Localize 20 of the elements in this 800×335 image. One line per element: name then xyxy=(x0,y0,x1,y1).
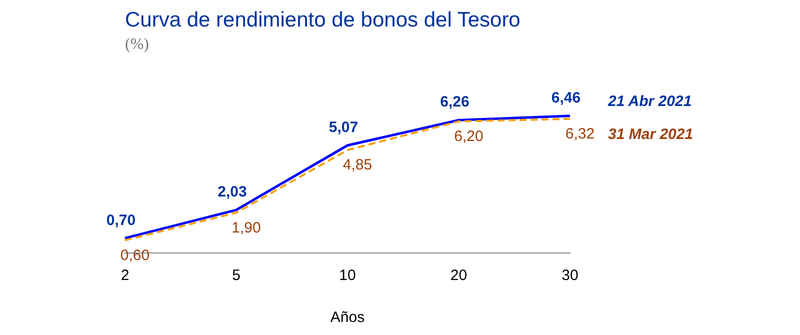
text: 21 Abr 2021 xyxy=(607,93,692,110)
data-label: 6,46 xyxy=(551,90,581,107)
x-tick-label: 5 xyxy=(232,267,240,284)
data-label: 0,70 xyxy=(106,212,136,229)
x-tick-label: 2 xyxy=(120,267,130,284)
x-tick-label: 10 xyxy=(339,267,356,284)
data-label: 5,07 xyxy=(328,119,358,136)
data-label: 4,85 xyxy=(342,156,372,174)
x-tick-label: 30 xyxy=(562,267,578,284)
data-label: 6,20 xyxy=(454,128,484,146)
data-label: 2,03 xyxy=(218,184,247,201)
x-axis-title: Años xyxy=(330,309,365,326)
text: 31 Mar 2021 xyxy=(608,126,694,143)
x-tick-label: 20 xyxy=(450,267,468,284)
data-label: 6,26 xyxy=(440,94,470,111)
data-label: 0,60 xyxy=(120,246,150,264)
chart-title: Curva de rendimiento de bonos del Tesoro xyxy=(125,8,520,32)
data-label: 1,90 xyxy=(232,219,261,236)
data-label: 6,32 xyxy=(565,125,595,142)
chart-subtitle: (%) xyxy=(125,36,149,54)
